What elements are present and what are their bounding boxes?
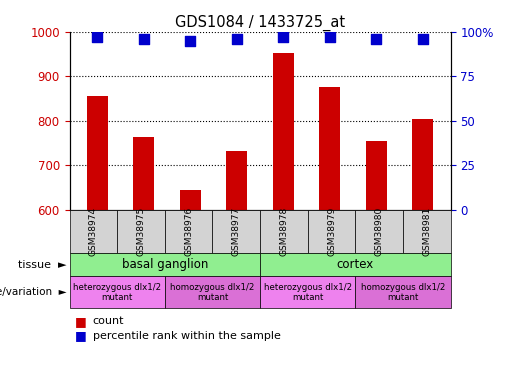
- Point: [279, 34, 287, 40]
- Text: GSM38980: GSM38980: [375, 207, 384, 256]
- Title: GDS1084 / 1433725_at: GDS1084 / 1433725_at: [175, 14, 345, 30]
- Text: GSM38976: GSM38976: [184, 207, 193, 256]
- Text: heterozygous dlx1/2
mutant: heterozygous dlx1/2 mutant: [264, 283, 352, 302]
- Bar: [227, 151, 247, 210]
- Text: basal ganglion: basal ganglion: [122, 258, 208, 271]
- Bar: [413, 119, 433, 210]
- Text: tissue  ►: tissue ►: [19, 260, 67, 270]
- Text: ■: ■: [75, 315, 87, 328]
- Text: GSM38981: GSM38981: [422, 207, 431, 256]
- Point: [93, 34, 101, 40]
- Bar: [319, 87, 340, 210]
- Point: [233, 36, 241, 42]
- Text: cortex: cortex: [337, 258, 374, 271]
- Bar: [87, 96, 108, 210]
- Point: [325, 34, 334, 40]
- Point: [372, 36, 381, 42]
- Text: homozygous dlx1/2
mutant: homozygous dlx1/2 mutant: [170, 283, 254, 302]
- Point: [419, 36, 427, 42]
- Bar: [180, 190, 201, 210]
- Text: genotype/variation  ►: genotype/variation ►: [0, 287, 67, 297]
- Text: GSM38975: GSM38975: [136, 207, 145, 256]
- Text: GSM38974: GSM38974: [89, 207, 98, 256]
- Text: GSM38978: GSM38978: [280, 207, 288, 256]
- Bar: [273, 53, 294, 210]
- Bar: [133, 136, 154, 210]
- Text: GSM38977: GSM38977: [232, 207, 241, 256]
- Text: count: count: [93, 316, 124, 326]
- Text: percentile rank within the sample: percentile rank within the sample: [93, 331, 281, 340]
- Bar: [366, 141, 387, 210]
- Point: [140, 36, 148, 42]
- Text: ■: ■: [75, 329, 87, 342]
- Point: [186, 38, 195, 44]
- Text: GSM38979: GSM38979: [327, 207, 336, 256]
- Text: heterozygous dlx1/2
mutant: heterozygous dlx1/2 mutant: [73, 283, 161, 302]
- Text: homozygous dlx1/2
mutant: homozygous dlx1/2 mutant: [361, 283, 445, 302]
